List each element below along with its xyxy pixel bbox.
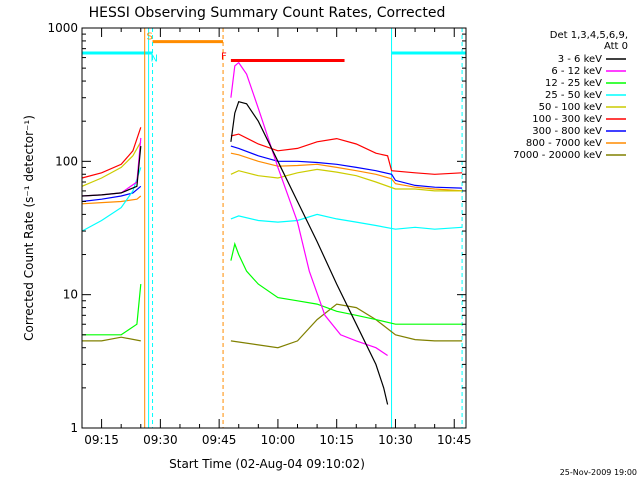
footer-date: 25-Nov-2009 19:00: [560, 468, 637, 477]
legend-header: Att 0: [604, 41, 628, 52]
plot-frame: [81, 27, 467, 429]
legend-entry-label: 100 - 300 keV: [532, 114, 602, 125]
x-tick-label: 10:30: [378, 433, 413, 447]
y-axis-label: Corrected Count Rate (s⁻¹ detector⁻¹): [22, 115, 36, 341]
legend-entry-label: 50 - 100 keV: [539, 102, 603, 113]
series-line: [230, 303, 463, 349]
series-line: [81, 127, 142, 179]
axes: 1 10 100 1000 09:15 09:30 09:45 10:00 10:15 10:30…: [47, 21, 471, 447]
legend-entry-label: 800 - 7000 keV: [526, 138, 602, 149]
x-tick-label: 10:00: [261, 433, 296, 447]
event-marker-label: S: [147, 31, 153, 42]
legend-entry-label: 6 - 12 keV: [551, 66, 602, 77]
legend-entry-label: 3 - 6 keV: [558, 54, 602, 65]
y-tick-label: 10: [63, 288, 78, 302]
y-tick-label: 1: [70, 421, 78, 435]
series-line: [81, 141, 142, 187]
x-axis-label: Start Time (02-Aug-04 09:10:02): [169, 457, 365, 471]
series-line: [230, 133, 463, 175]
legend-header: Det 1,3,4,5,6,9,: [550, 30, 628, 41]
event-marker-label: F: [221, 52, 227, 63]
series-line: [230, 152, 463, 192]
y-tick-label: 100: [55, 154, 78, 168]
series-line: [230, 100, 389, 405]
y-tick-label: 1000: [47, 21, 78, 35]
plot-area: S N F: [81, 28, 466, 428]
x-tick-label: 10:45: [437, 433, 472, 447]
x-tick-label: 09:15: [84, 433, 119, 447]
x-tick-label: 09:30: [143, 433, 178, 447]
series-line: [82, 284, 142, 336]
legend-entry-label: 12 - 25 keV: [545, 78, 602, 89]
x-tick-label: 09:45: [202, 433, 237, 447]
legend-entry-label: 7000 - 20000 keV: [513, 150, 602, 161]
event-marker-label: N: [150, 54, 157, 65]
series-line: [81, 195, 142, 205]
series-line: [230, 241, 463, 325]
series-line: [81, 185, 142, 203]
legend-entry-label: 300 - 800 keV: [532, 126, 602, 137]
series-line: [230, 61, 388, 356]
series-line: [81, 146, 142, 197]
series-line: [230, 213, 463, 230]
series-line: [230, 168, 463, 192]
series-line: [230, 145, 463, 189]
legend-entry-label: 25 - 50 keV: [545, 90, 602, 101]
x-tick-label: 10:15: [319, 433, 354, 447]
chart-title: HESSI Observing Summary Count Rates, Cor…: [89, 5, 446, 21]
series-line: [82, 336, 141, 342]
